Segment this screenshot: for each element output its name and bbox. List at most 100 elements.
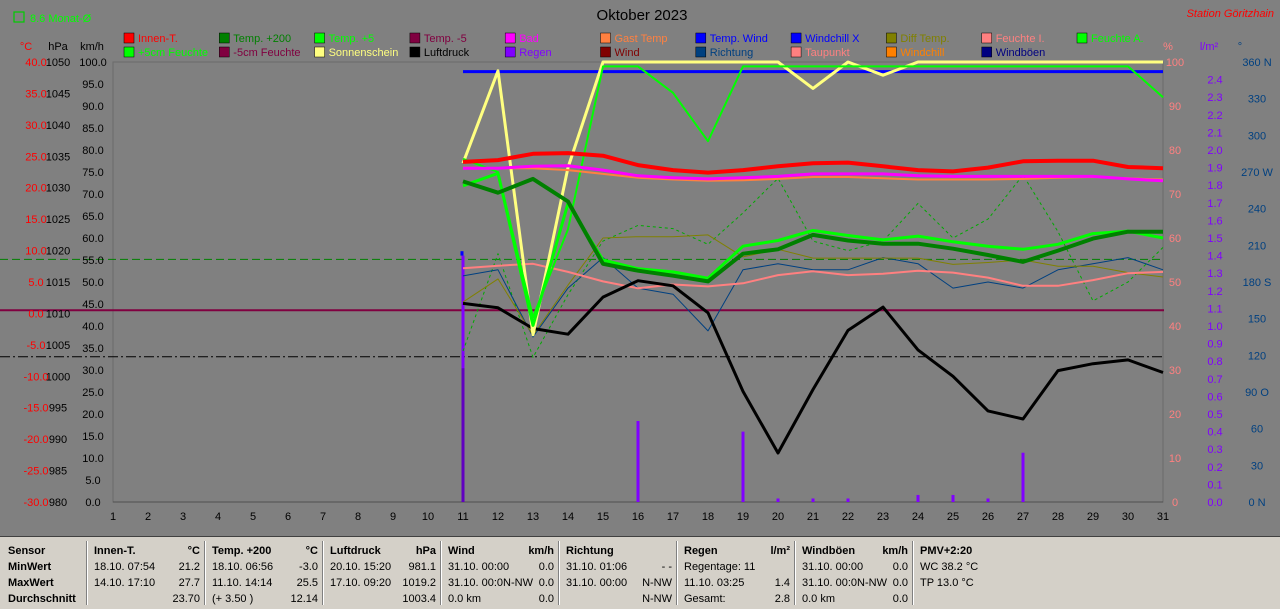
axis-unit: °C (20, 41, 32, 53)
stats-sensor-unit: l/m² (770, 545, 790, 557)
legend-label: Diff Temp. (900, 33, 949, 45)
legend-label: +5cm Feuchte (138, 47, 208, 59)
stats-avg-value: 1003.4 (402, 593, 436, 605)
axis-labels: °C40.035.030.025.020.015.010.05.00.0-5.0… (20, 41, 1274, 523)
axis-tick-label: 60.0 (82, 233, 103, 245)
legend-swatch (886, 46, 897, 58)
x-tick-label: 20 (772, 511, 784, 523)
stats-max-time: 11.10. 14:14 (212, 577, 273, 589)
legend-label: Wind (615, 47, 640, 59)
axis-tick-label: 2.4 (1207, 75, 1222, 87)
stats-separator (86, 541, 88, 605)
stats-min-row: 31.10. 01:06 - - (566, 559, 672, 575)
stats-avg-row: 0.0 km 0.0 (448, 591, 554, 607)
legend-label: Windchill (900, 47, 944, 59)
axis-tick-label: 1050 (46, 57, 70, 69)
axis-tick-label: 1015 (46, 277, 70, 289)
stats-max-value: 0.0 (892, 577, 908, 589)
stats-sensor-name: Temp. +200 (212, 545, 272, 557)
stats-sensor-unit: hPa (415, 545, 436, 557)
axis-tick-label: 50 (1169, 277, 1181, 289)
x-tick-label: 24 (912, 511, 924, 523)
stats-separator (440, 541, 442, 605)
stats-sensor-name: Richtung (566, 545, 614, 557)
axis-tick-label: 0.8 (1207, 356, 1222, 368)
stats-avg-value: 23.70 (172, 593, 200, 605)
axis-tick-label: 2.3 (1207, 92, 1222, 104)
stats-max-time: 31.10. 00:0N-NW (802, 577, 887, 589)
stats-separator (676, 541, 678, 605)
axis-tick-label: 1.3 (1207, 268, 1222, 280)
legend-label: Feuchte A. (1091, 33, 1144, 45)
stats-avg-row: 23.70 (94, 591, 200, 607)
stats-sensor-unit: km/h (528, 545, 554, 557)
axis-tick-label: 0.0 (28, 308, 43, 320)
axis-tick-label: 2.0 (1207, 145, 1222, 157)
month-avg-swatch (13, 11, 25, 23)
legend-swatch (123, 32, 135, 44)
axis-tick-label: 15.0 (25, 214, 46, 226)
stats-header-row: Windböen km/h (802, 543, 908, 559)
stats-sensor-unit: °C (305, 545, 318, 557)
stats-sensor-name: Luftdruck (330, 545, 381, 557)
stats-max-row: 31.10. 00:0N-NW 0.0 (802, 575, 908, 591)
stats-header-row: PMV+2:20 (920, 543, 1022, 559)
stats-row: Durchschnitt (8, 591, 86, 607)
legend-swatch (790, 32, 802, 44)
stats-header-row: Richtung (566, 543, 672, 559)
axis-tick-label: 180 S (1243, 277, 1272, 289)
reference-lines (0, 70, 1164, 358)
axis-tick-label: 25.0 (82, 387, 103, 399)
axis-tick-label: 30 (1251, 460, 1263, 472)
axis-tick-label: 1.0 (1207, 321, 1222, 333)
x-tick-label: 9 (390, 511, 396, 523)
x-tick-label: 15 (597, 511, 609, 523)
legend-label: Temp. -5 (424, 33, 467, 45)
stats-min-time: Regentage: 11 (684, 561, 756, 573)
legend-label: Temp. Wind (710, 33, 768, 45)
axis-tick-label: 0.4 (1207, 427, 1222, 439)
stats-min-value: -3.0 (299, 561, 318, 573)
series-line (462, 234, 1164, 336)
axis-tick-label: 1.1 (1207, 303, 1222, 315)
axis-tick-label: 0.2 (1207, 462, 1222, 474)
axis-tick-label: -5.0 (27, 340, 46, 352)
axis-tick-label: -30.0 (23, 497, 48, 509)
x-tick-label: 31 (1157, 511, 1169, 523)
axis-tick-label: 90.0 (82, 101, 103, 113)
axis-tick-label: 0.6 (1207, 391, 1222, 403)
stats-min-value: - - (661, 561, 672, 573)
legend-swatch (981, 32, 992, 44)
stats-panel: Richtung 31.10. 01:06 - - 31.10. 00:00 N-NW N… (566, 543, 672, 605)
stats-max-time: 14.10. 17:10 (94, 577, 156, 589)
stats-min-value: 0.0 (538, 561, 554, 573)
statistics-panel: Sensor MinWert MaxWert Durchschnitt Innen-T.… (0, 536, 1280, 609)
axis-tick-label: 40.0 (82, 321, 103, 333)
stats-min-time: 18.10. 06:56 (212, 561, 274, 573)
chart-title: Oktober 2023 (597, 7, 688, 24)
axis-tick-label: 240 (1248, 204, 1266, 216)
stats-header-row: Innen-T. °C (94, 543, 200, 559)
axis-tick-label: 0.1 (1207, 479, 1222, 491)
axis-unit: ° (1238, 41, 1242, 53)
axis-tick-label: 60 (1251, 424, 1263, 436)
stats-panel: Regen l/m² Regentage: 11 11.10. 03:25 1.4 Ges… (684, 543, 790, 605)
stats-avg-row (920, 591, 1022, 607)
stats-panel: Innen-T. °C 18.10. 07:54 21.2 14.10. 17:10 27… (94, 543, 200, 605)
axis-tick-label: 20 (1169, 409, 1181, 421)
axis-tick-label: 70.0 (82, 189, 103, 201)
axis-tick-label: 985 (49, 466, 67, 478)
stats-min-time: 31.10. 00:00 (448, 561, 510, 573)
axis-tick-label: 45.0 (82, 299, 103, 311)
axis-tick-label: -10.0 (23, 371, 48, 383)
legend-swatch (981, 46, 992, 58)
x-tick-label: 29 (1087, 511, 1099, 523)
axis-tick-label: 1.8 (1207, 180, 1222, 192)
axis-tick-label: 30.0 (82, 365, 103, 377)
month-avg-label: 8.6 Monat-Ø (30, 13, 92, 25)
stats-min-row: 31.10. 00:00 0.0 (448, 559, 554, 575)
stats-header-row: Regen l/m² (684, 543, 790, 559)
stats-avg-row: N-NW (566, 591, 672, 607)
stats-avg-note: Gesamt: (684, 593, 726, 605)
axis-tick-label: 2.2 (1207, 110, 1222, 122)
